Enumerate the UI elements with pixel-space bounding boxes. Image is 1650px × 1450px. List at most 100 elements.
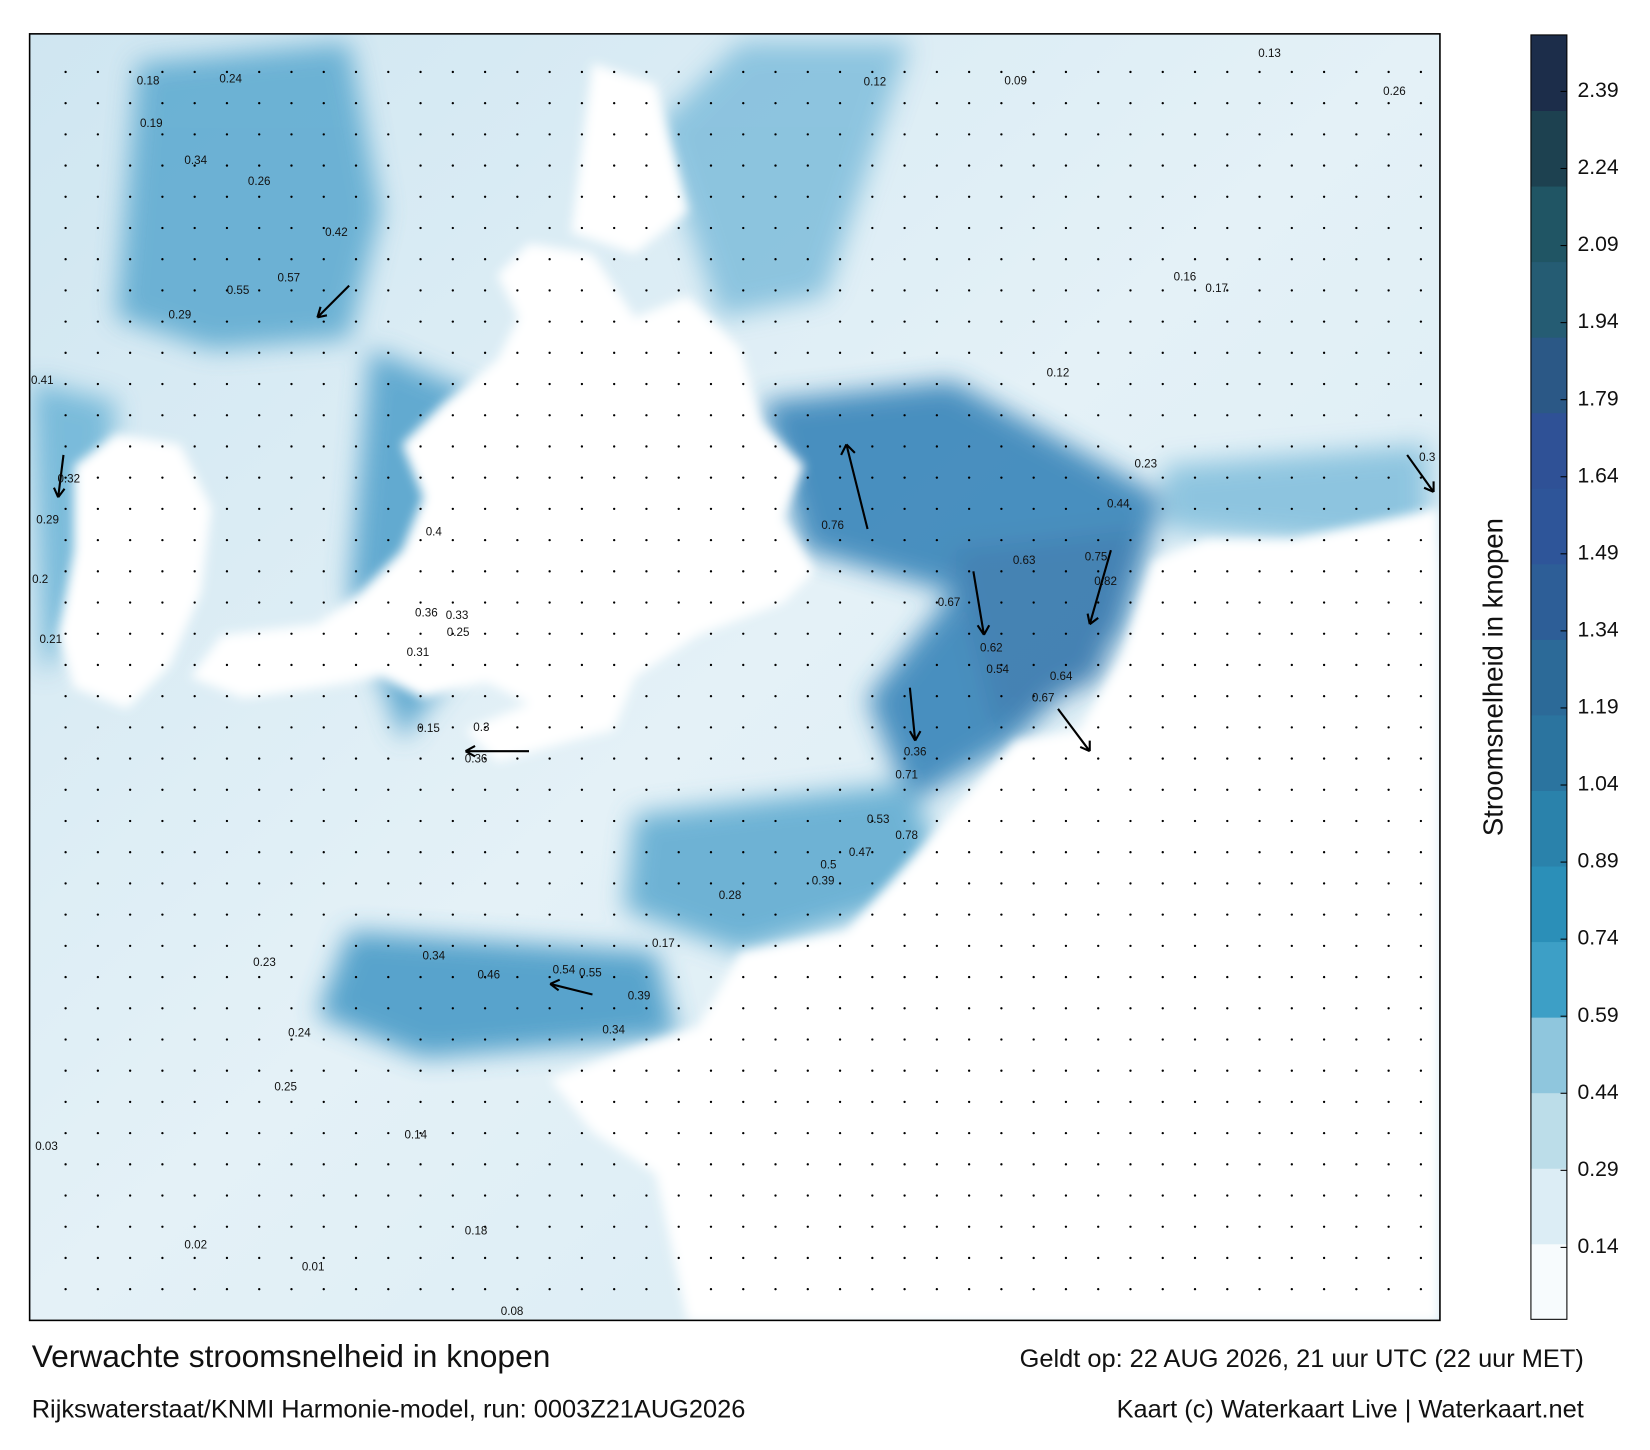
grid-dot: [1290, 632, 1293, 635]
grid-dot: [483, 1069, 487, 1072]
grid-dot: [1290, 445, 1293, 448]
grid-dot: [903, 1256, 906, 1260]
grid-dot: [548, 101, 551, 105]
grid-dot: [161, 351, 164, 355]
grid-dot: [1258, 913, 1261, 916]
grid-dot: [451, 476, 454, 479]
speed-label: 0.67: [938, 596, 961, 609]
grid-dot: [1258, 133, 1261, 136]
grid-dot: [322, 1100, 325, 1104]
grid-dot: [96, 1194, 100, 1197]
grid-dot: [548, 975, 551, 979]
grid-dot: [1161, 726, 1164, 729]
grid-dot: [548, 133, 551, 136]
grid-dot: [225, 226, 229, 230]
grid-dot: [354, 788, 358, 791]
grid-dot: [1064, 1194, 1068, 1197]
grid-dot: [1419, 507, 1423, 511]
grid-dot: [806, 101, 809, 105]
grid-dot: [64, 1194, 67, 1197]
grid-dot: [967, 663, 971, 667]
grid-dot: [419, 882, 422, 885]
grid-dot: [1355, 944, 1358, 948]
speed-label: 0.46: [477, 969, 500, 982]
grid-dot: [838, 226, 842, 230]
grid-dot: [1419, 1007, 1423, 1010]
grid-dot: [903, 1100, 906, 1104]
speed-label: 0.34: [184, 154, 207, 167]
grid-dot: [645, 476, 648, 479]
grid-dot: [1226, 1038, 1229, 1041]
grid-dot: [1032, 164, 1035, 167]
grid-dot: [483, 882, 487, 885]
grid-dot: [354, 819, 358, 823]
grid-dot: [322, 632, 325, 635]
grid-dot: [322, 476, 325, 479]
grid-dot: [548, 882, 551, 885]
grid-dot: [290, 913, 293, 916]
grid-dot: [354, 538, 358, 542]
grid-dot: [806, 726, 809, 729]
grid-dot: [709, 788, 713, 791]
grid-dot: [128, 944, 132, 948]
speed-label: 0.24: [288, 1027, 311, 1040]
speed-label: 0.67: [1032, 691, 1055, 704]
grid-dot: [516, 632, 519, 635]
grid-dot: [419, 1163, 422, 1166]
grid-dot: [838, 133, 842, 136]
grid-dot: [1161, 1069, 1164, 1072]
grid-dot: [161, 1069, 164, 1072]
grid-dot: [1032, 601, 1035, 604]
grid-dot: [871, 538, 874, 542]
grid-dot: [1387, 663, 1390, 667]
grid-dot: [1387, 133, 1390, 136]
grid-dot: [645, 351, 648, 355]
grid-dot: [1322, 538, 1326, 542]
grid-dot: [451, 1131, 454, 1135]
grid-dot: [548, 1225, 551, 1228]
grid-dot: [1355, 663, 1358, 667]
grid-dot: [613, 164, 616, 167]
grid-dot: [387, 1038, 390, 1041]
grid-dot: [1322, 1131, 1326, 1135]
grid-dot: [1097, 726, 1100, 729]
grid-dot: [871, 133, 874, 136]
grid-dot: [96, 1069, 100, 1072]
grid-dot: [1419, 476, 1423, 479]
grid-dot: [161, 414, 164, 417]
grid-dot: [903, 1007, 906, 1010]
grid-dot: [1097, 226, 1100, 230]
grid-dot: [742, 226, 745, 230]
grid-dot: [1226, 632, 1229, 635]
grid-dot: [193, 944, 196, 948]
grid-dot: [64, 414, 67, 417]
grid-dot: [322, 944, 325, 948]
grid-dot: [290, 70, 293, 74]
grid-dot: [258, 632, 261, 635]
grid-dot: [806, 70, 809, 74]
grid-dot: [1097, 382, 1100, 386]
speed-label: 0.23: [253, 956, 276, 969]
speed-label: 0.23: [1134, 458, 1157, 471]
grid-dot: [128, 975, 132, 979]
grid-dot: [1387, 1288, 1390, 1291]
grid-dot: [645, 1256, 648, 1260]
grid-dot: [1129, 289, 1132, 292]
grid-dot: [1032, 320, 1035, 323]
grid-dot: [322, 1225, 325, 1228]
grid-dot: [451, 1038, 454, 1041]
grid-dot: [96, 601, 100, 604]
grid-dot: [1032, 70, 1035, 74]
grid-dot: [193, 320, 196, 323]
grid-dot: [161, 476, 164, 479]
grid-dot: [193, 570, 196, 573]
grid-dot: [580, 632, 584, 635]
grid-dot: [354, 913, 358, 916]
grid-dot: [613, 101, 616, 105]
grid-dot: [1193, 445, 1197, 448]
grid-dot: [871, 476, 874, 479]
grid-dot: [967, 882, 971, 885]
grid-dot: [1226, 1194, 1229, 1197]
grid-dot: [354, 320, 358, 323]
